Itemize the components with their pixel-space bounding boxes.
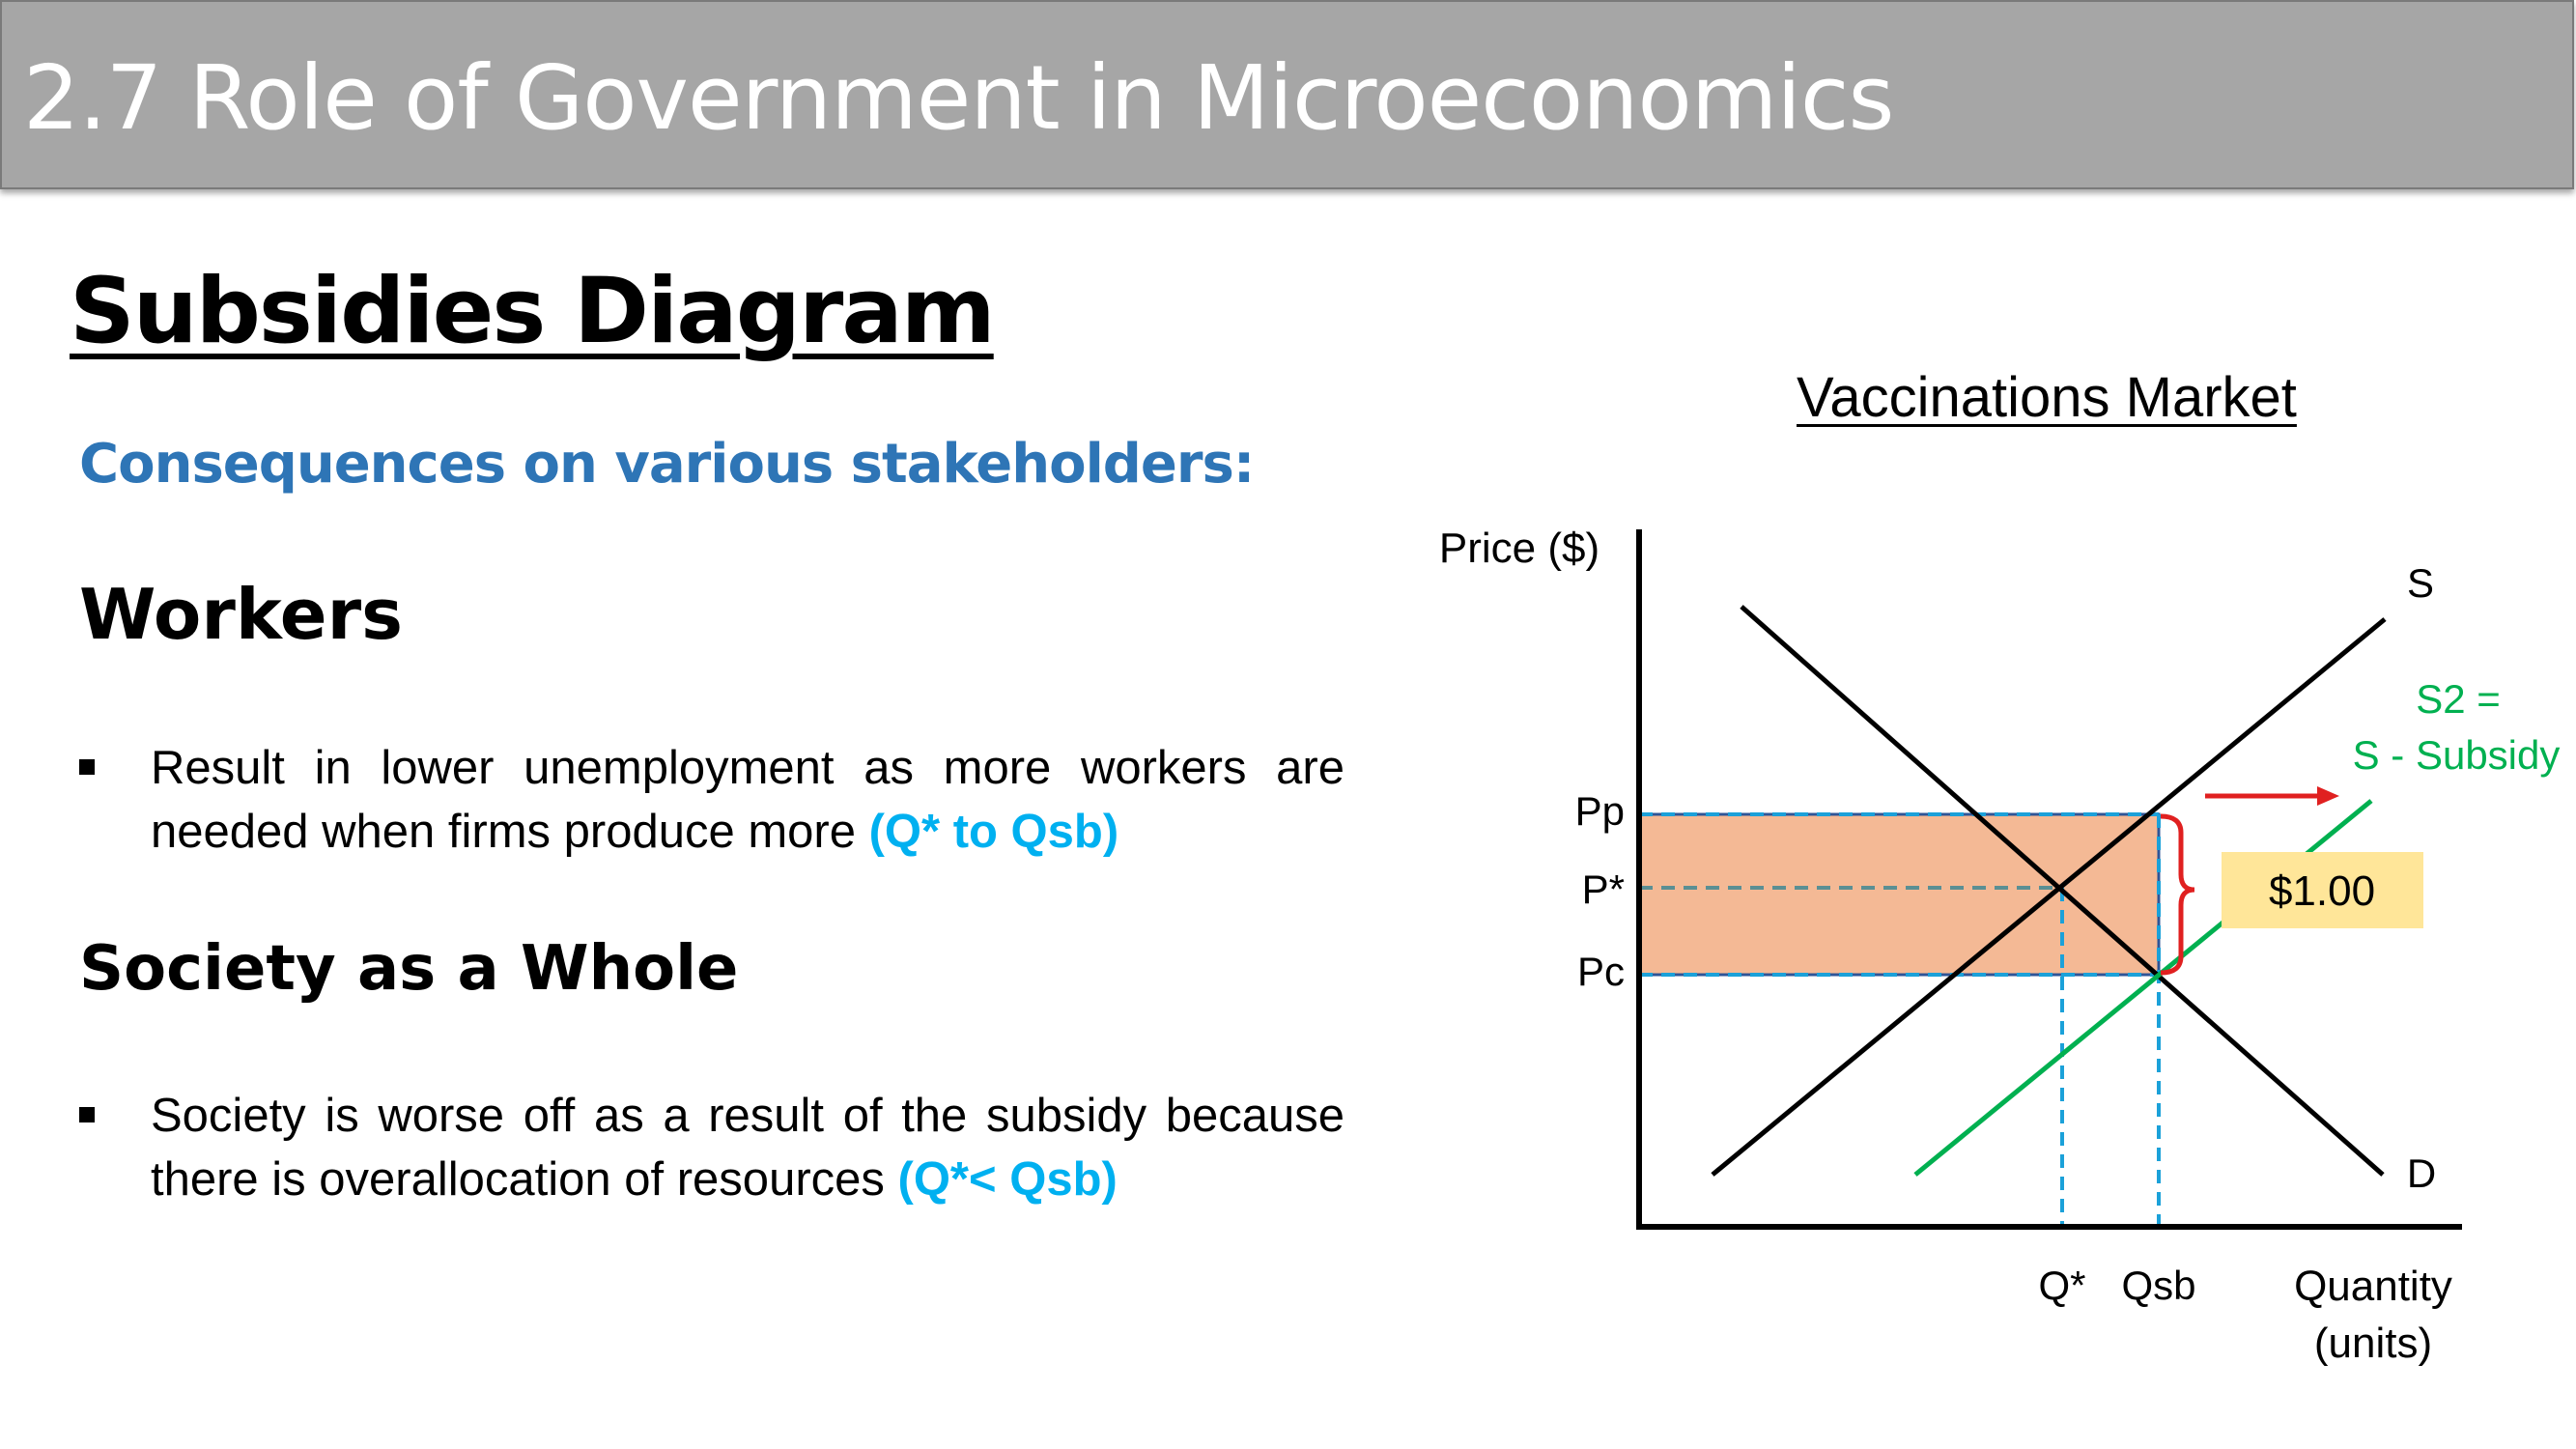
bullet-highlight: (Q* to Qsb) — [868, 806, 1119, 858]
bullet-highlight: (Q*< Qsb) — [897, 1153, 1118, 1206]
subsidy-box — [2222, 852, 2423, 928]
quantity-label-qstar: Q* — [2038, 1263, 2085, 1308]
supply-curve — [1711, 617, 2387, 1177]
bullet-text: Society is worse off as a result of the … — [151, 1084, 1345, 1211]
bullet-body: Result in lower unemployment as more wor… — [151, 742, 1345, 858]
section-title-workers: Workers — [79, 574, 403, 655]
page-heading: Subsidies Diagram — [70, 259, 996, 364]
guide-lines — [1639, 812, 2161, 1227]
x-axis-label-line2: (units) — [2314, 1320, 2432, 1367]
subsidy-area — [1637, 812, 2161, 977]
price-label-pc: Pc — [1577, 949, 1625, 994]
bullet-society: Society is worse off as a result of the … — [79, 1084, 1345, 1211]
price-label-pp: Pp — [1575, 788, 1625, 834]
supply-label: S — [2407, 560, 2434, 606]
subsidy-box-label: $1.00 — [2269, 867, 2375, 915]
supply2-label-line1: S2 = — [2416, 676, 2501, 722]
bullet-marker — [79, 759, 95, 775]
title-bar: 2.7 Role of Government in Microeconomics — [0, 0, 2574, 189]
price-label-pstar: P* — [1582, 867, 1625, 912]
demand-curve — [1740, 605, 2385, 1177]
bullet-workers: Result in lower unemployment as more wor… — [79, 736, 1345, 864]
x-axis-label-line1: Quantity — [2294, 1263, 2452, 1310]
slide-title: 2.7 Role of Government in Microeconomics — [23, 46, 1894, 150]
demand-label: D — [2407, 1151, 2436, 1196]
subheading: Consequences on various stakeholders: — [79, 433, 1255, 496]
y-axis-label: Price ($) — [1439, 525, 1599, 572]
section-title-society: Society as a Whole — [79, 933, 739, 1005]
quantity-label-qsb: Qsb — [2121, 1263, 2195, 1308]
diagram-title: Vaccinations Market — [1797, 366, 2297, 429]
bullet-marker — [79, 1107, 95, 1122]
supply2-label-line2: S - Subsidy — [2353, 732, 2561, 778]
bullet-body: Society is worse off as a result of the … — [151, 1090, 1345, 1206]
subsidy-brace — [2160, 813, 2195, 976]
bullet-text: Result in lower unemployment as more wor… — [151, 736, 1345, 864]
shift-arrow-head — [2317, 786, 2339, 806]
